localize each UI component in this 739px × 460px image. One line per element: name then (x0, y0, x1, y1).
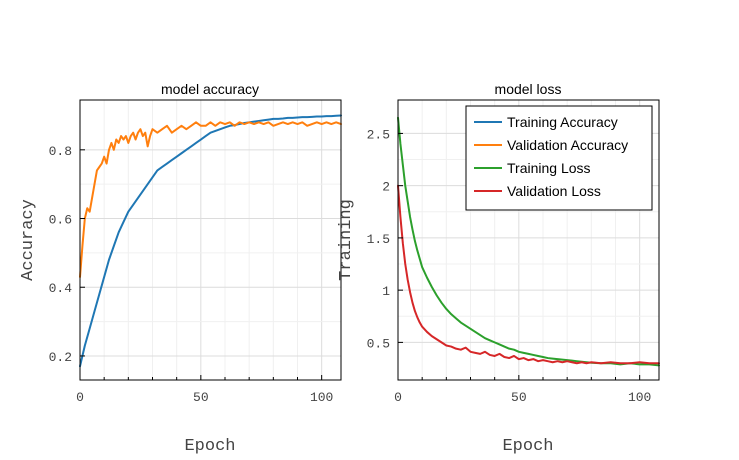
accuracy-chart-y-tick-label: 0.2 (49, 350, 72, 365)
accuracy-chart-frame (79, 99, 342, 381)
legend-box (465, 105, 653, 211)
accuracy-chart-ticks: 0 50 100 0.2 0.4 0.6 0.8 (49, 144, 334, 405)
loss-chart-x-tick-label: 50 (511, 390, 527, 405)
loss-chart-x-label: Epoch (502, 437, 553, 456)
legend-label-validation-loss: Validation Loss (507, 183, 601, 199)
accuracy-chart-y-label: Accuracy (19, 199, 38, 281)
accuracy-chart-grid (80, 100, 341, 380)
loss-chart-ticks: 0 50 100 0.5 1 1.5 2 2.5 (367, 127, 652, 405)
loss-chart-series-line-1 (397, 184, 660, 365)
loss-chart-y-label: Training (337, 199, 356, 281)
accuracy-chart-x-label: Epoch (184, 437, 235, 456)
loss-chart-y-tick-label: 2.5 (367, 127, 390, 142)
accuracy-chart-series (79, 114, 342, 368)
accuracy-chart-x-tick-label: 50 (193, 390, 209, 405)
accuracy-chart-x-tick-label: 0 (76, 390, 84, 405)
loss-chart-x-tick-label: 100 (628, 390, 651, 405)
legend-label-validation-accuracy: Validation Accuracy (507, 137, 628, 153)
legend-label-training-accuracy: Training Accuracy (507, 114, 618, 130)
loss-chart-y-tick-label: 1 (382, 284, 390, 299)
accuracy-chart-y-tick-label: 0.4 (49, 281, 73, 296)
accuracy-chart-title: model accuracy (161, 81, 259, 97)
accuracy-chart-y-tick-label: 0.8 (49, 144, 72, 159)
accuracy-chart-series-line-0 (79, 114, 342, 368)
accuracy-chart-y-tick-label: 0.6 (49, 213, 72, 228)
loss-chart-title: model loss (495, 81, 562, 97)
loss-chart-frame (397, 99, 660, 381)
accuracy-chart: model accuracy 0 50 100 0.2 0.4 0.6 0.8 Accura… (19, 81, 342, 456)
legend: Training Accuracy Validation Accuracy Tr… (465, 105, 653, 211)
loss-chart: model loss 0 50 100 0.5 1 1.5 2 2.5 Training Ep… (337, 81, 660, 456)
loss-chart-x-tick-label: 0 (394, 390, 402, 405)
accuracy-chart-series-line-1 (79, 121, 342, 278)
loss-chart-y-tick-label: 1.5 (367, 232, 390, 247)
loss-chart-y-tick-label: 0.5 (367, 336, 390, 351)
accuracy-chart-x-tick-label: 100 (310, 390, 333, 405)
legend-label-training-loss: Training Loss (507, 160, 591, 176)
loss-chart-y-tick-label: 2 (382, 180, 390, 195)
loss-chart-series (397, 116, 660, 367)
